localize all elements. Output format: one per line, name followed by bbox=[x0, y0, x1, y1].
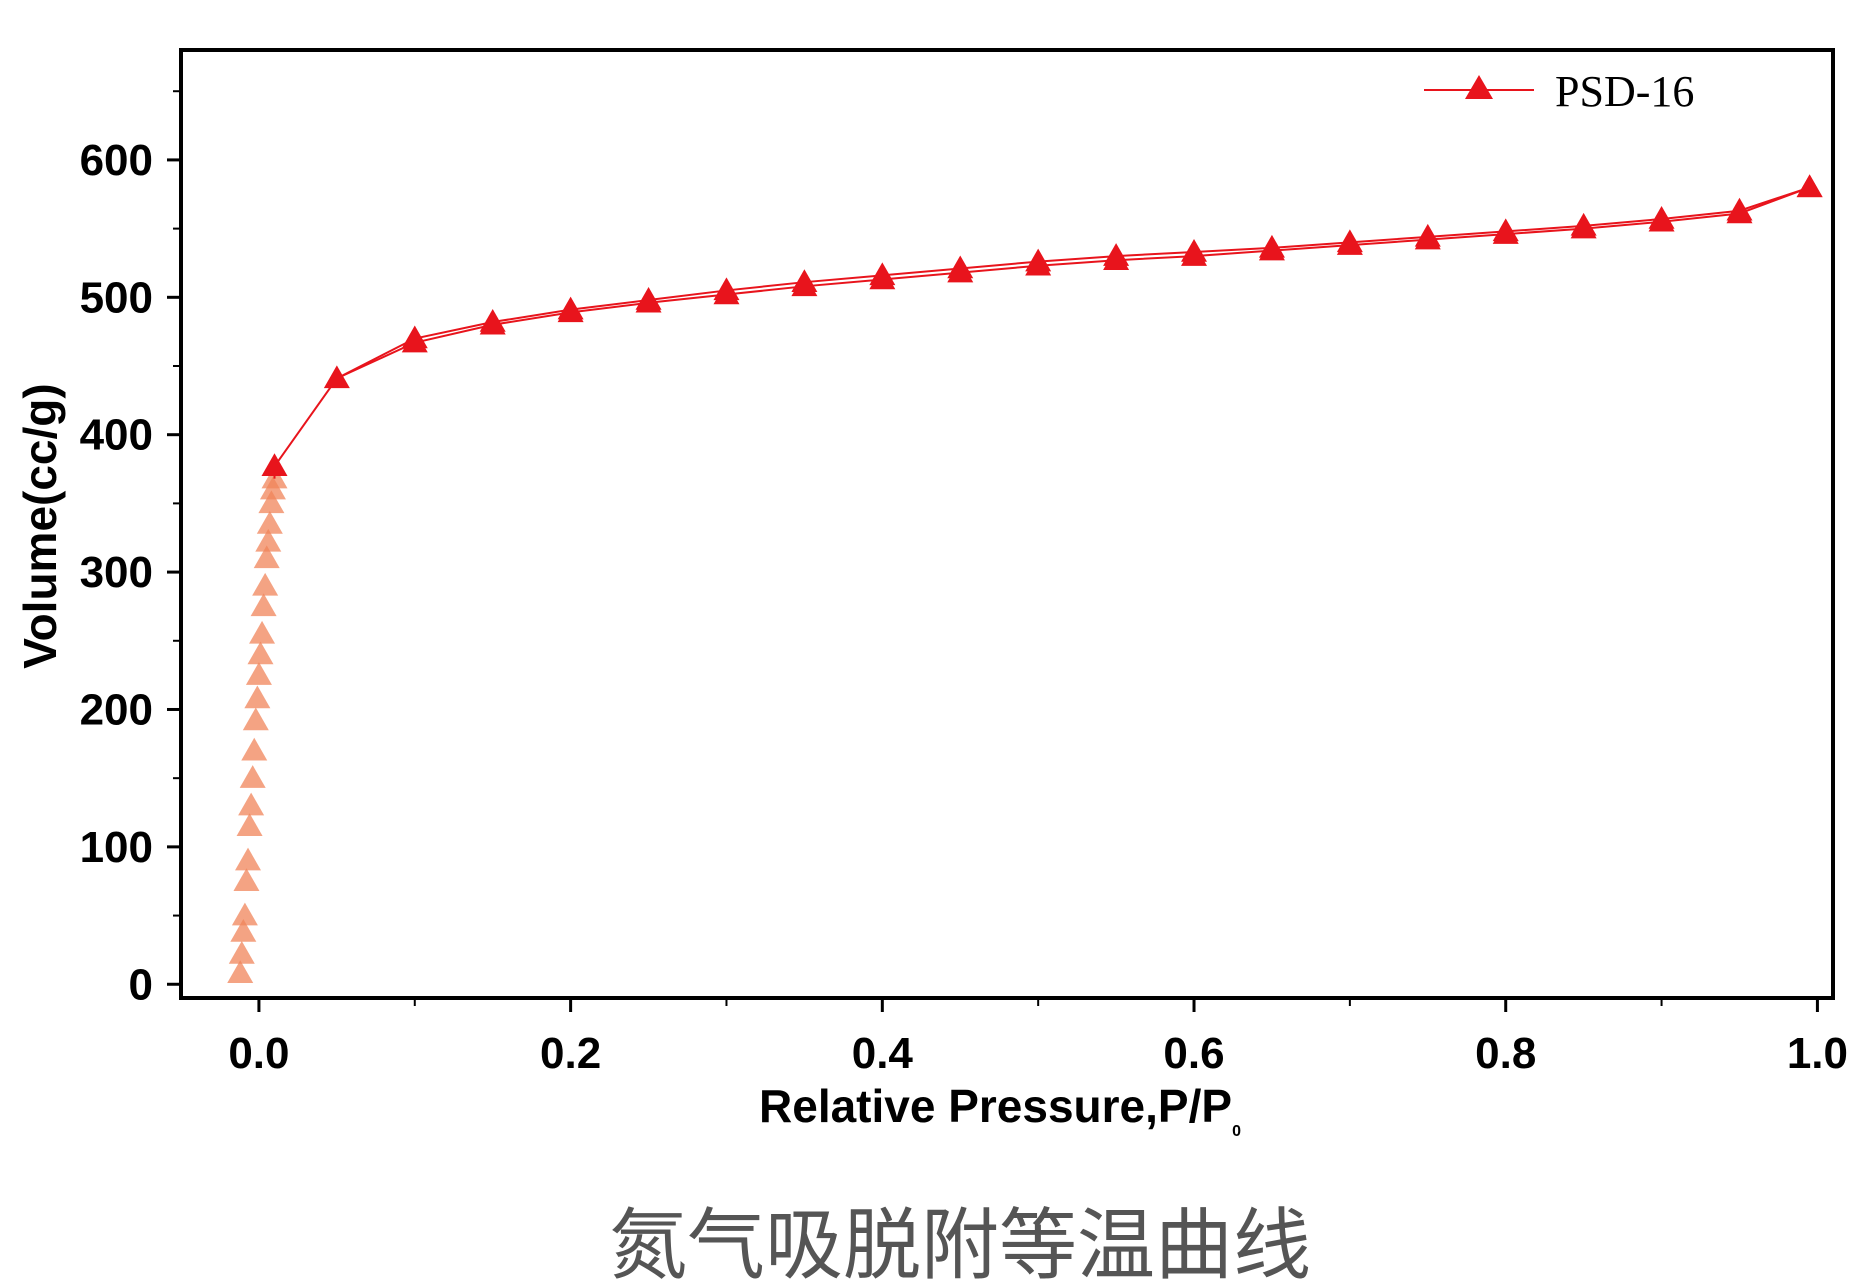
data-point bbox=[1103, 243, 1130, 266]
faded-data-point bbox=[252, 572, 279, 596]
faded-data-point bbox=[256, 511, 283, 534]
faded-data-point bbox=[235, 847, 262, 871]
faded-data-point bbox=[233, 868, 260, 891]
faded-data-point bbox=[227, 960, 254, 984]
data-point bbox=[1492, 218, 1519, 242]
x-axis-title: Relative Pressure,P/P0 bbox=[759, 1080, 1241, 1140]
faded-data-point bbox=[230, 919, 257, 942]
data-point bbox=[635, 287, 662, 310]
data-point bbox=[1181, 238, 1208, 262]
data-point bbox=[479, 309, 506, 332]
legend-label: PSD-16 bbox=[1555, 67, 1694, 116]
marker-group bbox=[261, 174, 1823, 477]
data-point bbox=[261, 453, 288, 477]
faded-data-point bbox=[244, 685, 271, 709]
y-tick-label: 500 bbox=[80, 273, 153, 322]
y-tick-label: 100 bbox=[80, 823, 153, 872]
data-point bbox=[1336, 229, 1363, 253]
data-point bbox=[1726, 197, 1753, 221]
y-tick-label: 200 bbox=[80, 685, 153, 734]
data-point bbox=[791, 269, 818, 292]
faded-data-point bbox=[258, 490, 285, 514]
x-axis-ticks: 0.0 0.2 0.4 0.6 0.8 1.0 bbox=[228, 998, 1848, 1078]
y-tick-label: 300 bbox=[80, 548, 153, 597]
x-tick-label: 0.0 bbox=[228, 1029, 289, 1078]
faded-data-point bbox=[228, 941, 255, 964]
data-point bbox=[869, 262, 896, 286]
y-tick-label: 0 bbox=[129, 960, 153, 1009]
faded-data-point bbox=[238, 792, 265, 816]
faded-data-point bbox=[253, 545, 280, 569]
faded-data-point bbox=[239, 765, 266, 788]
data-point bbox=[947, 255, 974, 279]
data-point bbox=[1414, 223, 1441, 247]
legend-marker-triangle bbox=[1465, 75, 1493, 99]
faded-data-point bbox=[250, 593, 277, 617]
plot-frame bbox=[179, 48, 1835, 1000]
faded-data-point bbox=[242, 707, 269, 731]
x-tick-label: 0.2 bbox=[540, 1029, 601, 1078]
data-point bbox=[323, 365, 350, 389]
data-point bbox=[1570, 212, 1597, 236]
legend: PSD-16 bbox=[1424, 67, 1694, 116]
faded-data-point bbox=[247, 641, 274, 665]
series-line bbox=[336, 186, 1810, 380]
chart-caption: 氮气吸脱附等温曲线 bbox=[609, 1201, 1311, 1280]
x-tick-label: 0.4 bbox=[852, 1029, 914, 1078]
x-tick-label: 1.0 bbox=[1787, 1029, 1848, 1078]
faded-data-point bbox=[241, 737, 268, 761]
x-tick-label: 0.6 bbox=[1163, 1029, 1224, 1078]
faded-data-point bbox=[236, 813, 263, 837]
data-point bbox=[1025, 248, 1052, 272]
x-axis-title-subscript: 0 bbox=[1232, 1123, 1241, 1140]
data-point bbox=[557, 296, 584, 320]
data-point bbox=[1648, 205, 1675, 229]
faded-data-point bbox=[245, 662, 272, 685]
faded-data-point bbox=[231, 902, 258, 926]
y-tick-label: 400 bbox=[80, 411, 153, 460]
data-point bbox=[1796, 174, 1823, 198]
y-axis-title: Volume(cc/g) bbox=[14, 383, 66, 668]
data-point bbox=[713, 277, 740, 301]
x-tick-label: 0.8 bbox=[1475, 1029, 1536, 1078]
faded-marker-group bbox=[227, 465, 288, 984]
faded-data-point bbox=[249, 620, 276, 644]
y-axis-ticks: 0 100 200 300 400 500 600 bbox=[80, 90, 181, 1009]
y-tick-label: 600 bbox=[80, 136, 153, 185]
data-point bbox=[401, 325, 428, 349]
data-point bbox=[1258, 234, 1285, 258]
faded-data-point bbox=[255, 528, 282, 552]
